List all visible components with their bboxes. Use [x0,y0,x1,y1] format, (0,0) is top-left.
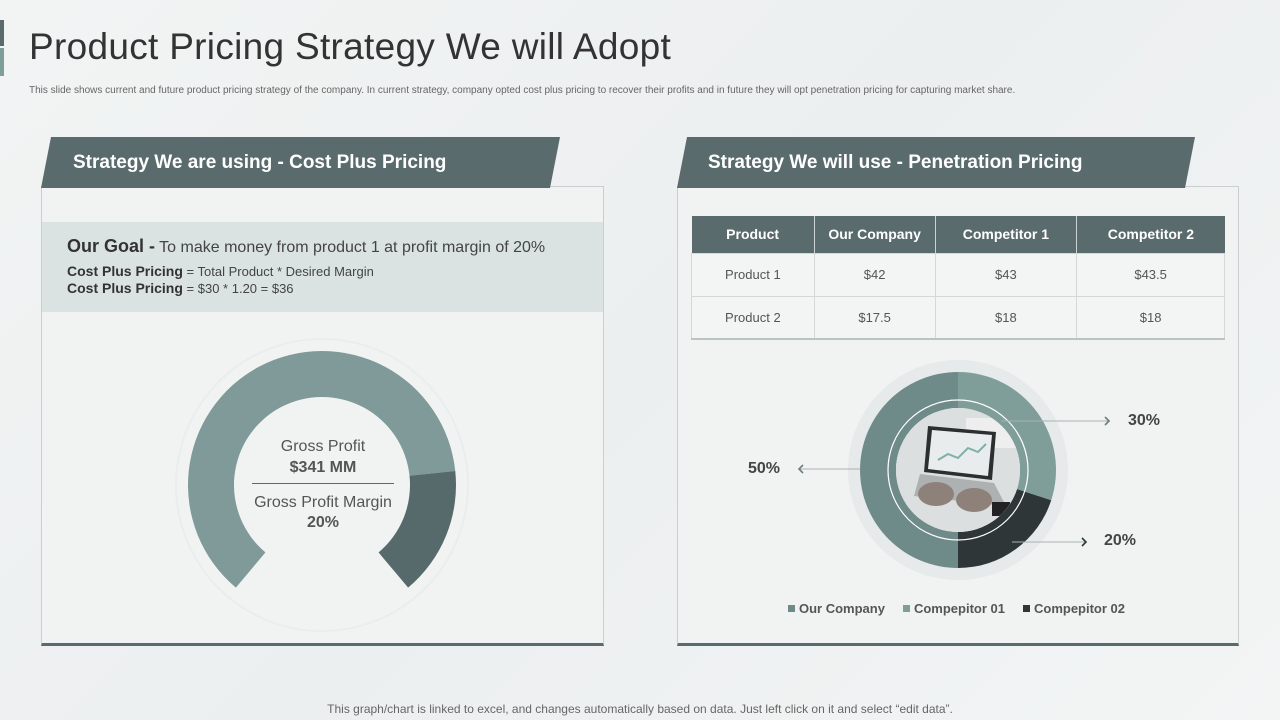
footer-note: This graph/chart is linked to excel, and… [327,702,953,716]
cost-plus-banner: Strategy We are using - Cost Plus Pricin… [41,137,560,188]
table-cell: $17.5 [813,295,936,340]
formula-1-label: Cost Plus Pricing [67,263,183,279]
chevron-left-icon [797,464,804,474]
table-cell: $18 [934,295,1078,340]
pct-label-50: 50% [748,460,781,477]
gross-profit-donut-chart[interactable] [170,335,474,635]
formula-2-label: Cost Plus Pricing [67,280,183,296]
gross-profit-margin-value: 20% [306,514,340,531]
th-competitor-2: Competitor 2 [1076,216,1225,253]
legend-item-competitor-01: Compepitor 01 [902,601,1005,616]
leader-lines [797,416,1111,547]
th-competitor-1: Competitor 1 [935,216,1078,253]
legend-item-our-company: Our Company [788,601,885,616]
legend-item-competitor-02: Compepitor 02 [1022,601,1125,616]
donut-segment-remainder[interactable] [187,351,456,588]
legend-swatch [902,605,910,612]
pct-label-20: 20% [1104,532,1137,549]
table-cell: $43.5 [1076,252,1225,297]
pct-label-30: 30% [1128,412,1161,429]
gross-profit-value: $341 MM [289,459,357,476]
title-accent-bar [0,20,4,46]
chevron-right-icon [1104,416,1111,426]
table-cell: Product 2 [691,295,815,340]
page-title: Product Pricing Strategy We will Adopt [29,26,672,67]
donut-segment-gross-profit-margin[interactable] [378,470,456,588]
table-row: Product 1 $42 $43 $43.5 [691,252,1225,297]
table-cell: $43 [934,252,1078,297]
center-divider [252,483,394,484]
table-cell: $18 [1076,295,1225,340]
th-product: Product [691,216,815,253]
donut-outer-ring [175,338,469,632]
legend-label: Our Company [799,601,885,616]
table-row: Product 2 $17.5 $18 $18 [691,295,1225,340]
formula-line-1: Cost Plus Pricing = Total Product * Desi… [67,263,578,280]
chart-legend: Our Company Compepitor 01 Compepitor 02 [788,601,1125,616]
goal-box: Our Goal - To make money from product 1 … [42,222,603,312]
table-header-row: Product Our Company Competitor 1 Competi… [691,216,1225,253]
legend-label: Compepitor 01 [913,601,1005,616]
table-cell: $42 [813,252,936,297]
table-cell: Product 1 [691,252,815,297]
page-subtitle: This slide shows current and future prod… [29,85,1016,96]
goal-label: Our Goal - [67,236,156,256]
goal-text: To make money from product 1 at profit m… [159,239,546,256]
penetration-banner: Strategy We will use - Penetration Prici… [677,137,1195,188]
formula-line-2: Cost Plus Pricing = $30 * 1.20 = $36 [67,280,578,297]
formula-lines: Cost Plus Pricing = Total Product * Desi… [67,263,578,297]
pricing-table: Product Our Company Competitor 1 Competi… [691,216,1225,340]
legend-swatch [788,605,795,612]
gross-profit-label: Gross Profit [280,438,366,455]
chevron-right-icon [1081,537,1088,547]
donut-inner-ring [887,399,1029,541]
title-accent-bar-light [0,48,4,76]
donut-segment-our-company[interactable] [860,372,958,568]
legend-label: Compepitor 02 [1033,601,1125,616]
legend-swatch [1022,605,1030,612]
laptop-photo [896,408,1020,532]
goal-line: Our Goal - To make money from product 1 … [67,236,578,257]
th-our-company: Our Company [814,216,936,253]
formula-1-text: = Total Product * Desired Margin [186,264,374,279]
formula-2-text: = $30 * 1.20 = $36 [186,281,294,296]
gross-profit-margin-label: Gross Profit Margin [254,494,392,511]
donut-segment-compepitor-02[interactable] [958,489,1052,568]
